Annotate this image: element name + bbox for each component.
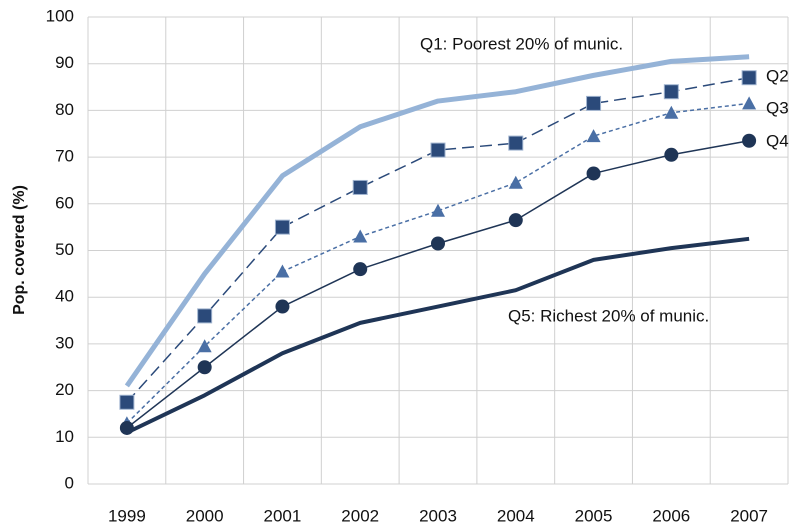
series-label: Q5: Richest 20% of munic. <box>508 306 709 325</box>
marker <box>353 229 368 243</box>
marker <box>197 308 213 324</box>
y-tick-label: 80 <box>55 100 74 119</box>
marker <box>430 142 446 158</box>
x-tick-label: 2004 <box>497 506 535 525</box>
series-line <box>126 236 750 435</box>
marker <box>508 135 524 151</box>
x-tick-label: 1999 <box>108 506 146 525</box>
y-tick-label: 0 <box>65 473 74 492</box>
marker <box>119 394 135 410</box>
marker <box>664 147 679 162</box>
marker <box>741 70 757 86</box>
marker <box>274 219 290 235</box>
x-tick-label: 2000 <box>186 506 224 525</box>
y-tick-label: 50 <box>55 240 74 259</box>
marker <box>275 264 290 278</box>
series-label: Q2 <box>766 66 789 85</box>
y-tick-label: 90 <box>55 53 74 72</box>
marker <box>431 236 445 251</box>
marker <box>586 129 601 143</box>
series-line <box>124 54 750 388</box>
y-tick-label: 10 <box>55 427 74 446</box>
x-tick-label: 2005 <box>575 506 613 525</box>
y-tick-label: 20 <box>55 380 74 399</box>
y-tick-label: 100 <box>46 6 74 25</box>
series-label: Q4 <box>766 131 789 150</box>
y-tick-label: 40 <box>55 287 74 306</box>
marker <box>197 360 212 375</box>
marker <box>275 299 290 314</box>
marker <box>352 179 368 195</box>
marker <box>119 420 134 435</box>
marker <box>508 213 523 228</box>
marker <box>508 175 523 189</box>
series-line <box>126 102 750 424</box>
marker <box>663 84 679 100</box>
y-tick-label: 70 <box>55 147 74 166</box>
marker <box>742 96 757 110</box>
y-tick-label: 30 <box>55 333 74 352</box>
marker <box>353 262 368 277</box>
marker <box>742 133 757 148</box>
x-tick-label: 2007 <box>730 506 768 525</box>
y-tick-label: 60 <box>55 193 74 212</box>
series-label: Q1: Poorest 20% of munic. <box>420 34 623 53</box>
x-tick-label: 2001 <box>264 506 302 525</box>
x-tick-label: 2003 <box>419 506 457 525</box>
marker <box>586 95 602 111</box>
y-axis-title: Pop. covered (%) <box>11 185 28 315</box>
marker <box>664 105 679 119</box>
marker <box>197 339 212 353</box>
series-label: Q3 <box>766 98 789 117</box>
marker <box>431 203 445 217</box>
x-tick-label: 2002 <box>341 506 379 525</box>
marker <box>586 166 601 181</box>
x-tick-label: 2006 <box>652 506 690 525</box>
